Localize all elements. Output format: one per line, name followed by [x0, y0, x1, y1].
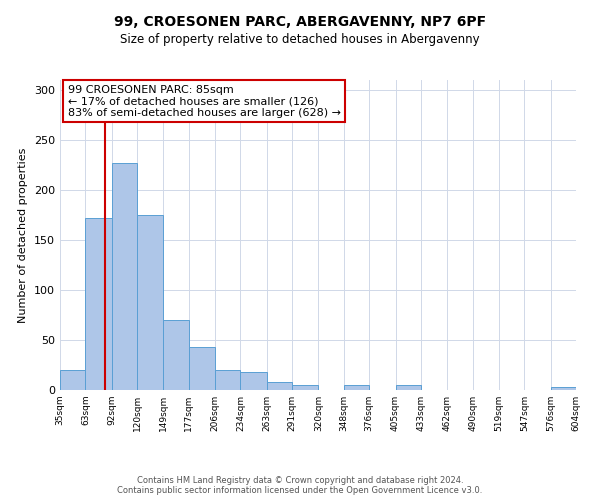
Bar [551, 387, 576, 390]
Text: Contains HM Land Registry data © Crown copyright and database right 2024.
Contai: Contains HM Land Registry data © Crown c… [118, 476, 482, 495]
Y-axis label: Number of detached properties: Number of detached properties [19, 148, 28, 322]
Bar [267, 382, 292, 390]
Bar [163, 320, 189, 390]
Bar [215, 370, 241, 390]
Bar [189, 347, 215, 390]
Bar [344, 385, 369, 390]
Bar [112, 163, 137, 390]
Bar [137, 215, 163, 390]
Bar [241, 372, 267, 390]
Text: Size of property relative to detached houses in Abergavenny: Size of property relative to detached ho… [120, 32, 480, 46]
Bar [292, 385, 319, 390]
Bar [85, 218, 112, 390]
Bar [395, 385, 421, 390]
Text: 99 CROESONEN PARC: 85sqm
← 17% of detached houses are smaller (126)
83% of semi-: 99 CROESONEN PARC: 85sqm ← 17% of detach… [68, 84, 341, 118]
Text: 99, CROESONEN PARC, ABERGAVENNY, NP7 6PF: 99, CROESONEN PARC, ABERGAVENNY, NP7 6PF [114, 15, 486, 29]
Bar [60, 370, 85, 390]
